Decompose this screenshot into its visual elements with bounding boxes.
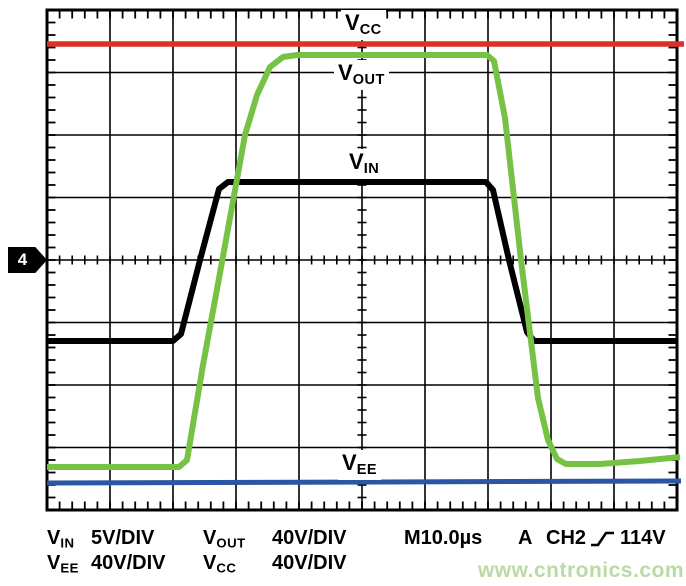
timebase-readout: M10.0µs	[404, 527, 483, 549]
vcc-scale-readout: 40V/DIV	[272, 552, 347, 574]
trigger-source-readout: CH2	[546, 527, 587, 549]
vee-scale-readout: 40V/DIV	[91, 552, 166, 574]
vin-trace-label: VIN	[345, 149, 384, 179]
vout-trace-label: VOUT	[334, 60, 389, 90]
watermark-text: www.cntronics.com	[477, 559, 684, 582]
vee-trace-label: VEE	[338, 450, 382, 480]
readout-bar: VIN 5V/DIV VEE 40V/DIV VOUT 40V/DIV VCC …	[0, 522, 686, 586]
trigger-mode-label: A	[518, 527, 533, 549]
vcc-channel-label: VCC	[203, 552, 237, 576]
vin-channel-label: VIN	[47, 527, 75, 551]
vin-scale-readout: 5V/DIV	[91, 527, 155, 549]
vout-channel-label: VOUT	[203, 527, 246, 551]
trigger-level-readout: 114V	[620, 527, 666, 549]
vee-channel-label: VEE	[47, 552, 79, 576]
channel-4-label: 4	[17, 250, 28, 269]
rising-edge-trigger-icon	[590, 530, 615, 552]
vout-scale-readout: 40V/DIV	[272, 527, 347, 549]
vout-trace	[47, 52, 681, 470]
vcc-trace-label: VCC	[341, 10, 386, 40]
vee-trace	[46, 478, 682, 486]
